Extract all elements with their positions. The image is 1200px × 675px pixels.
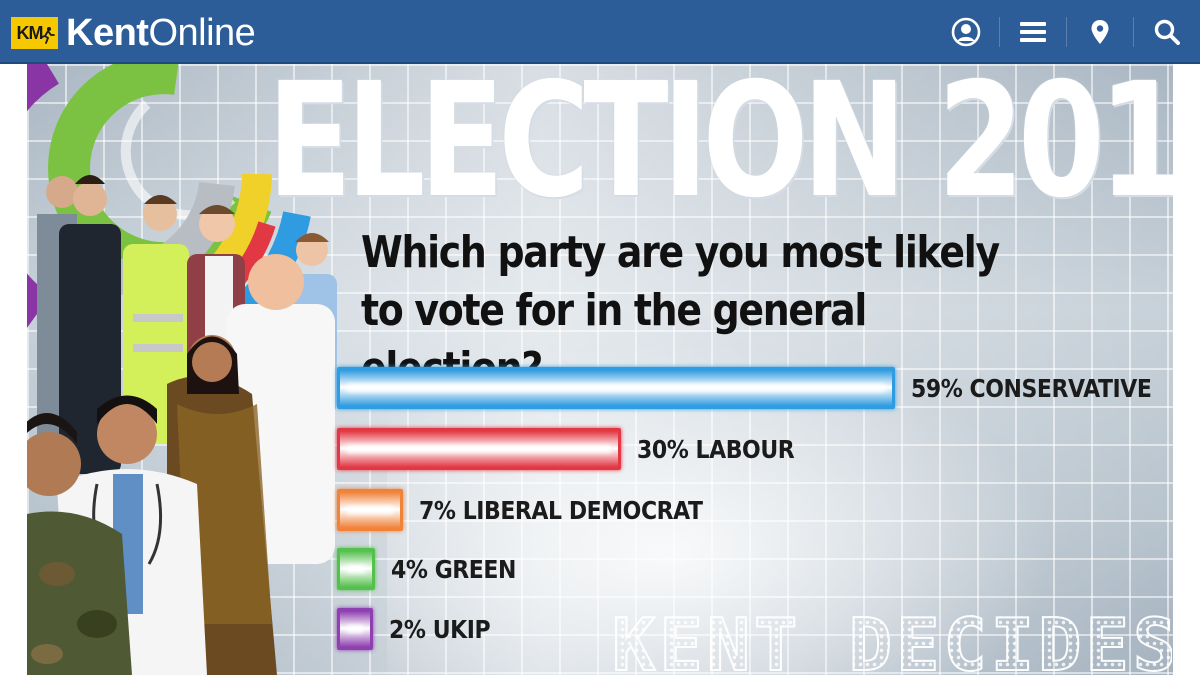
poll-bar-green bbox=[337, 548, 375, 590]
person-soldier bbox=[27, 413, 132, 675]
poll-bar-ukip bbox=[337, 608, 373, 650]
kent-decides-watermark: KENT DECIDES bbox=[612, 612, 1172, 675]
poll-bar-row: 59% CONSERVATIVE bbox=[337, 366, 1173, 410]
graphic-title: ELECTION 2017 bbox=[267, 64, 1173, 233]
search-button[interactable] bbox=[1134, 0, 1200, 64]
poll-bar-row: 2% UKIP bbox=[337, 607, 504, 651]
poll-bar-labour bbox=[337, 428, 621, 470]
nav-divider bbox=[1133, 17, 1134, 47]
nav-divider bbox=[1066, 17, 1067, 47]
kentonline-logo[interactable]: KM KentOnline bbox=[9, 12, 256, 54]
km-badge: KM bbox=[9, 15, 60, 51]
map-pin-icon bbox=[1091, 20, 1109, 44]
hamburger-menu-icon bbox=[1020, 22, 1046, 42]
location-button[interactable] bbox=[1067, 0, 1133, 64]
brand-bold: Kent bbox=[66, 12, 149, 54]
user-circle-icon bbox=[951, 17, 981, 47]
account-button[interactable] bbox=[933, 0, 999, 64]
brand-regular: Online bbox=[148, 12, 256, 54]
election-poll-graphic: ELECTION 2017 Which party are you most l… bbox=[27, 64, 1173, 675]
nav-divider bbox=[999, 17, 1000, 47]
poll-bar-row: 4% GREEN bbox=[337, 547, 533, 591]
poll-bar-liberal-democrat bbox=[337, 489, 404, 531]
brand-name: KentOnline bbox=[66, 12, 256, 54]
poll-bar-row: 30% LABOUR bbox=[337, 427, 815, 471]
menu-button[interactable] bbox=[1000, 0, 1066, 64]
people-illustration bbox=[27, 175, 337, 675]
poll-bar-label: 2% UKIP bbox=[389, 614, 491, 644]
search-icon bbox=[1154, 19, 1180, 45]
poll-bar-label: 4% GREEN bbox=[390, 554, 516, 584]
header-nav bbox=[933, 0, 1200, 64]
poll-bar-label: 7% LIBERAL DEMOCRAT bbox=[419, 495, 703, 525]
site-header: KM KentOnline bbox=[0, 0, 1200, 64]
poll-bar-label: 59% CONSERVATIVE bbox=[910, 373, 1152, 403]
km-badge-text: KM bbox=[16, 22, 44, 43]
runner-icon bbox=[41, 27, 55, 44]
poll-bar-conservative bbox=[337, 367, 895, 409]
poll-bar-row: 7% LIBERAL DEMOCRAT bbox=[337, 488, 741, 532]
poll-bar-label: 30% LABOUR bbox=[636, 434, 795, 464]
